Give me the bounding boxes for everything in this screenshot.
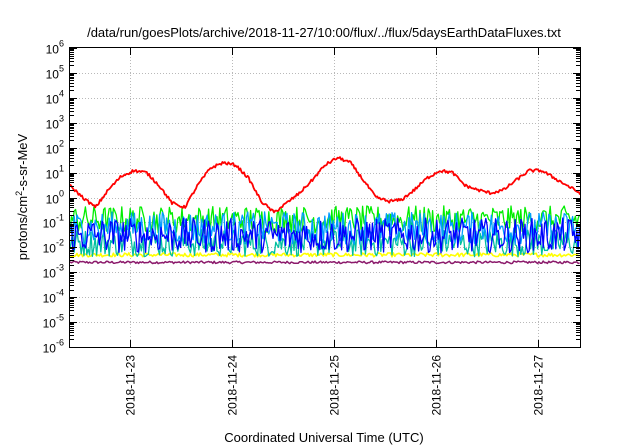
y-tick-label: 103 [46, 114, 64, 132]
chart-title: /data/run/goesPlots/archive/2018-11-27/1… [87, 25, 561, 40]
y-tick-label: 105 [46, 64, 64, 82]
y-tick-label: 101 [46, 164, 64, 182]
y-tick-label: 100 [46, 189, 64, 207]
series-line [69, 217, 581, 254]
axis-ticks: 10-6 10-5 10-4 10-3 10-2 10-1 100 101 102 103 104 1… [43, 39, 580, 416]
x-tick-label: 2018-11-27 [532, 355, 546, 416]
x-tick-label: 2018-11-23 [124, 355, 138, 416]
x-tick-label: 2018-11-26 [430, 355, 444, 416]
y-tick-label: 104 [46, 89, 64, 107]
y-tick-label: 102 [46, 139, 64, 157]
y-tick-label: 10-1 [43, 213, 64, 231]
y-tick-label: 106 [46, 39, 64, 57]
series-line [69, 156, 581, 214]
x-tick-label: 2018-11-25 [328, 355, 342, 416]
plot-frame [69, 47, 581, 348]
data-series [69, 156, 581, 265]
x-axis-label: Coordinated Universal Time (UTC) [224, 430, 423, 445]
y-tick-label: 10-2 [43, 238, 64, 256]
y-tick-label: 10-4 [43, 288, 64, 306]
series-line [69, 260, 580, 265]
grid-lines [70, 48, 580, 347]
x-tick-label: 2018-11-24 [226, 355, 240, 416]
y-axis-label: protons/cm2-s-sr-MeV [14, 133, 30, 260]
y-tick-label: 10-3 [43, 263, 64, 281]
y-tick-label: 10-5 [43, 313, 64, 331]
svg-text:protons/cm2-s-sr-MeV: protons/cm2-s-sr-MeV [14, 133, 30, 260]
y-tick-label: 10-6 [43, 338, 64, 356]
series-line [69, 252, 580, 258]
